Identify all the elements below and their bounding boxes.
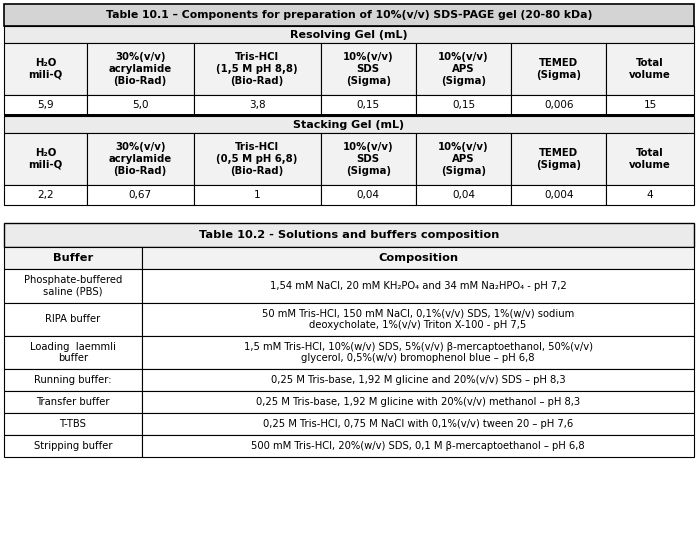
Text: RIPA buffer: RIPA buffer [45,315,101,325]
Bar [607,43,694,95]
Text: Stacking Gel (mL): Stacking Gel (mL) [293,119,405,129]
Text: 10%(v/v)
APS
(Sigma): 10%(v/v) APS (Sigma) [438,143,489,176]
Text: 0,67: 0,67 [128,190,151,200]
Bar [4,116,694,133]
Bar [511,43,607,95]
Text: 1,54 mM NaCl, 20 mM KH₂PO₄ and 34 mM Na₂HPO₄ - pH 7,2: 1,54 mM NaCl, 20 mM KH₂PO₄ and 34 mM Na₂… [269,281,566,291]
Text: Total
volume: Total volume [630,58,671,80]
Bar [4,391,142,413]
Bar [4,269,142,303]
Text: 0,15: 0,15 [452,100,475,110]
Text: 1,5 mM Tris-HCl, 10%(w/v) SDS, 5%(v/v) β-mercaptoethanol, 50%(v/v)
glycerol, 0,5: 1,5 mM Tris-HCl, 10%(w/v) SDS, 5%(v/v) β… [244,342,593,363]
Bar [4,4,694,26]
Text: 30%(v/v)
acrylamide
(Bio-Rad): 30%(v/v) acrylamide (Bio-Rad) [109,143,172,176]
Bar [320,95,416,115]
Bar [511,95,607,115]
Bar [4,185,87,205]
Bar [320,185,416,205]
Text: 10%(v/v)
APS
(Sigma): 10%(v/v) APS (Sigma) [438,53,489,86]
Bar [4,223,694,247]
Bar [142,303,694,336]
Bar [4,26,694,43]
Text: 50 mM Tris-HCl, 150 mM NaCl, 0,1%(v/v) SDS, 1%(w/v) sodium
deoxycholate, 1%(v/v): 50 mM Tris-HCl, 150 mM NaCl, 0,1%(v/v) S… [262,309,574,330]
Bar [4,369,142,391]
Bar [142,247,694,269]
Text: 5,0: 5,0 [132,100,149,110]
Bar [142,413,694,435]
Text: 30%(v/v)
acrylamide
(Bio-Rad): 30%(v/v) acrylamide (Bio-Rad) [109,53,172,86]
Bar [320,133,416,185]
Text: Transfer buffer: Transfer buffer [36,397,110,407]
Bar [193,95,320,115]
Text: Total
volume: Total volume [630,148,671,170]
Bar [4,413,142,435]
Bar [142,391,694,413]
Text: TEMED
(Sigma): TEMED (Sigma) [536,58,581,80]
Text: 0,25 M Tris-base, 1,92 M glicine and 20%(v/v) SDS – pH 8,3: 0,25 M Tris-base, 1,92 M glicine and 20%… [271,375,565,385]
Text: Loading  laemmli
buffer: Loading laemmli buffer [30,342,116,363]
Text: 0,25 M Tris-base, 1,92 M glicine with 20%(v/v) methanol – pH 8,3: 0,25 M Tris-base, 1,92 M glicine with 20… [256,397,580,407]
Text: 4: 4 [647,190,653,200]
Bar [142,269,694,303]
Text: Table 10.2 - Solutions and buffers composition: Table 10.2 - Solutions and buffers compo… [199,230,499,240]
Bar [193,133,320,185]
Text: Table 10.1 – Components for preparation of 10%(v/v) SDS-PAGE gel (20-80 kDa): Table 10.1 – Components for preparation … [106,10,592,20]
Bar [142,336,694,369]
Bar [416,133,511,185]
Text: H₂O
mili-Q: H₂O mili-Q [28,58,63,80]
Text: 0,006: 0,006 [544,100,574,110]
Text: 0,25 M Tris-HCl, 0,75 M NaCl with 0,1%(v/v) tween 20 – pH 7,6: 0,25 M Tris-HCl, 0,75 M NaCl with 0,1%(v… [263,419,573,429]
Text: Tris-HCl
(1,5 M pH 8,8)
(Bio-Rad): Tris-HCl (1,5 M pH 8,8) (Bio-Rad) [216,53,298,86]
Bar [4,435,142,457]
Text: Composition: Composition [378,253,458,263]
Bar [193,43,320,95]
Text: T-TBS: T-TBS [59,419,87,429]
Text: TEMED
(Sigma): TEMED (Sigma) [536,148,581,170]
Bar [416,95,511,115]
Bar [193,185,320,205]
Bar [416,185,511,205]
Bar [87,95,193,115]
Text: Resolving Gel (mL): Resolving Gel (mL) [290,29,408,39]
Bar [4,247,142,269]
Bar [87,185,193,205]
Bar [87,133,193,185]
Bar [511,185,607,205]
Bar [607,95,694,115]
Bar [142,369,694,391]
Text: 3,8: 3,8 [248,100,265,110]
Bar [4,43,87,95]
Text: Running buffer:: Running buffer: [34,375,112,385]
Text: Buffer: Buffer [53,253,93,263]
Text: 5,9: 5,9 [37,100,54,110]
Bar [416,43,511,95]
Bar [320,43,416,95]
Text: 15: 15 [644,100,657,110]
Bar [87,43,193,95]
Text: 0,04: 0,04 [452,190,475,200]
Bar [607,185,694,205]
Bar [4,95,87,115]
Bar [4,133,87,185]
Text: 10%(v/v)
SDS
(Sigma): 10%(v/v) SDS (Sigma) [343,143,394,176]
Text: 0,004: 0,004 [544,190,574,200]
Text: Phosphate-buffered
saline (PBS): Phosphate-buffered saline (PBS) [24,275,122,297]
Text: 1: 1 [254,190,260,200]
Bar [142,435,694,457]
Bar [511,133,607,185]
Bar [4,336,142,369]
Bar [4,113,694,117]
Text: 2,2: 2,2 [37,190,54,200]
Text: 0,04: 0,04 [357,190,380,200]
Text: Stripping buffer: Stripping buffer [34,441,112,451]
Text: Tris-HCl
(0,5 M pH 6,8)
(Bio-Rad): Tris-HCl (0,5 M pH 6,8) (Bio-Rad) [216,143,298,176]
Bar [607,133,694,185]
Text: 500 mM Tris-HCl, 20%(w/v) SDS, 0,1 M β-mercaptoethanol – pH 6,8: 500 mM Tris-HCl, 20%(w/v) SDS, 0,1 M β-m… [251,441,585,451]
Text: 0,15: 0,15 [357,100,380,110]
Text: H₂O
mili-Q: H₂O mili-Q [28,148,63,170]
Bar [4,303,142,336]
Text: 10%(v/v)
SDS
(Sigma): 10%(v/v) SDS (Sigma) [343,53,394,86]
